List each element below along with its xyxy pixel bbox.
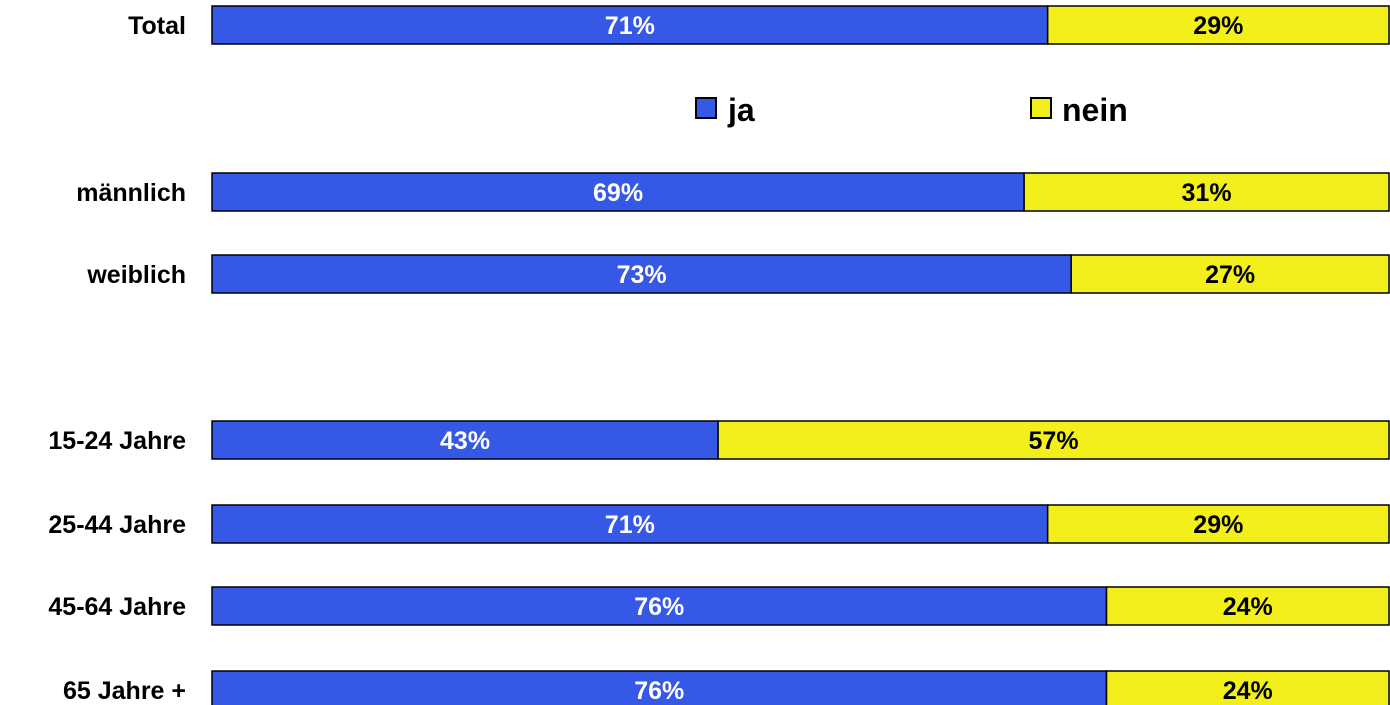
bar-nein-25-44-jahre [1046,504,1390,544]
bar-nein-männlich [1023,172,1390,212]
value-label-ja-total: 71% [605,12,655,40]
legend-label-ja: ja [727,92,755,128]
bar-row-15-24-jahre: 43% 57% [211,420,1390,460]
bar-row-männlich: 69% 31% [211,172,1390,212]
value-label-ja-weiblich: 73% [617,261,667,289]
bar-ja-25-44-jahre [211,504,1049,544]
bar-nein-total [1046,5,1390,45]
bar-ja-weiblich [211,254,1072,294]
bar-row-25-44-jahre: 71% 29% [211,504,1390,544]
bar-row-weiblich: 73% 27% [211,254,1390,294]
value-label-nein-weiblich: 27% [1205,261,1255,289]
category-label-weiblich: weiblich [86,261,186,289]
bar-row-total: 71% 29% [211,5,1390,45]
category-label-15-24-jahre: 15-24 Jahre [48,427,186,455]
value-label-nein-total: 29% [1193,12,1243,40]
bars-layer: 71% 29% 69% 31% 73% 27% 43% 57% 71% 29% 76% 24% 76% 2… [211,5,1390,705]
bar-ja-15-24-jahre [211,420,719,460]
category-label-25-44-jahre: 25-44 Jahre [48,511,186,539]
value-label-ja-25-44-jahre: 71% [605,511,655,539]
value-label-nein-25-44-jahre: 29% [1193,511,1243,539]
bar-nein-weiblich [1070,254,1390,294]
legend-swatch-ja [695,97,717,119]
value-label-ja-männlich: 69% [593,179,643,207]
bar-nein-65-jahre [1105,670,1390,705]
legend-label-nein: nein [1062,92,1128,128]
legend: ja nein [695,92,1128,128]
category-labels: Total männlich weiblich 15-24 Jahre 25-44 Ja… [48,12,186,705]
bar-ja-65-jahre [211,670,1108,705]
value-label-ja-15-24-jahre: 43% [440,427,490,455]
bar-nein-15-24-jahre [717,420,1390,460]
legend-item-ja: ja [695,92,755,128]
category-label-total: Total [128,12,186,40]
value-label-nein-45-64-jahre: 24% [1223,593,1273,621]
value-label-nein-männlich: 31% [1182,179,1232,207]
bar-row-65-jahre: 76% 24% [211,670,1390,705]
value-label-nein-15-24-jahre: 57% [1029,427,1079,455]
category-label-45-64-jahre: 45-64 Jahre [48,593,186,621]
value-label-nein-65-jahre: 24% [1223,677,1273,705]
value-label-ja-65-jahre: 76% [634,677,684,705]
bar-ja-total [211,5,1049,45]
legend-swatch-nein [1030,97,1052,119]
category-label-65-jahre: 65 Jahre + [63,677,186,705]
legend-item-nein: nein [1030,92,1128,128]
category-label-männlich: männlich [76,179,186,207]
bar-row-45-64-jahre: 76% 24% [211,586,1390,626]
bar-nein-45-64-jahre [1105,586,1390,626]
bar-ja-männlich [211,172,1025,212]
value-label-ja-45-64-jahre: 76% [634,593,684,621]
